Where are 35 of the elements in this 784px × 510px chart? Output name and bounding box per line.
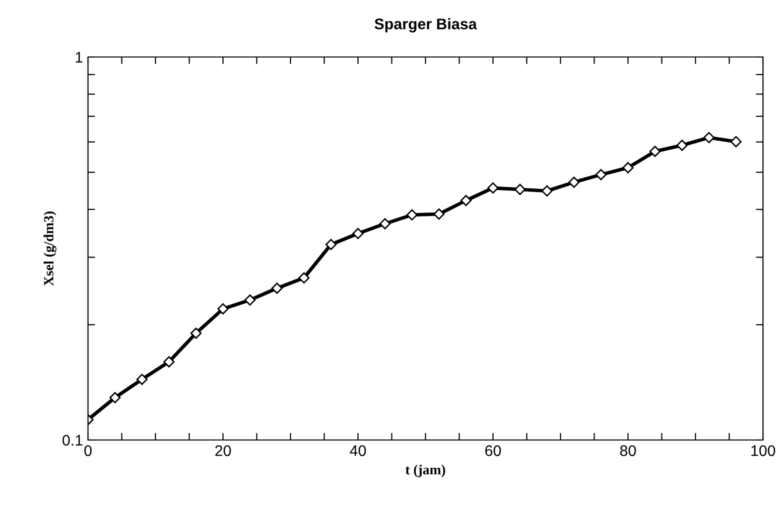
x-tick-label: 0 <box>84 445 92 456</box>
x-tick-label: 80 <box>620 445 636 456</box>
x-tick-label: 40 <box>350 445 366 456</box>
point <box>163 356 175 368</box>
point <box>298 272 310 284</box>
y-tick-label: 0.1 <box>62 434 82 446</box>
point <box>109 392 121 404</box>
point <box>541 185 553 197</box>
x-axis-title: t (jam) <box>405 464 446 478</box>
x-tick-label: 100 <box>751 445 776 456</box>
point <box>703 132 715 144</box>
point <box>217 303 229 314</box>
point <box>271 282 283 294</box>
point <box>136 374 148 385</box>
point <box>190 328 202 339</box>
point <box>379 218 391 230</box>
point <box>325 238 337 250</box>
point <box>649 146 661 157</box>
point <box>487 182 499 194</box>
x-tick-label: 20 <box>215 445 231 456</box>
y-tick-label: 1 <box>76 52 82 63</box>
point <box>460 194 472 206</box>
point <box>595 169 607 180</box>
chart-title: Sparger Biasa <box>374 18 477 32</box>
point <box>514 184 526 196</box>
point <box>568 176 580 188</box>
point <box>676 140 688 151</box>
point <box>730 136 742 148</box>
x-tick-label: 60 <box>485 445 501 456</box>
point <box>433 208 445 220</box>
point <box>406 209 418 221</box>
point <box>622 162 634 174</box>
y-axis-title: Xsel (g/dm3) <box>44 212 56 286</box>
point <box>244 294 256 306</box>
point <box>352 228 364 240</box>
